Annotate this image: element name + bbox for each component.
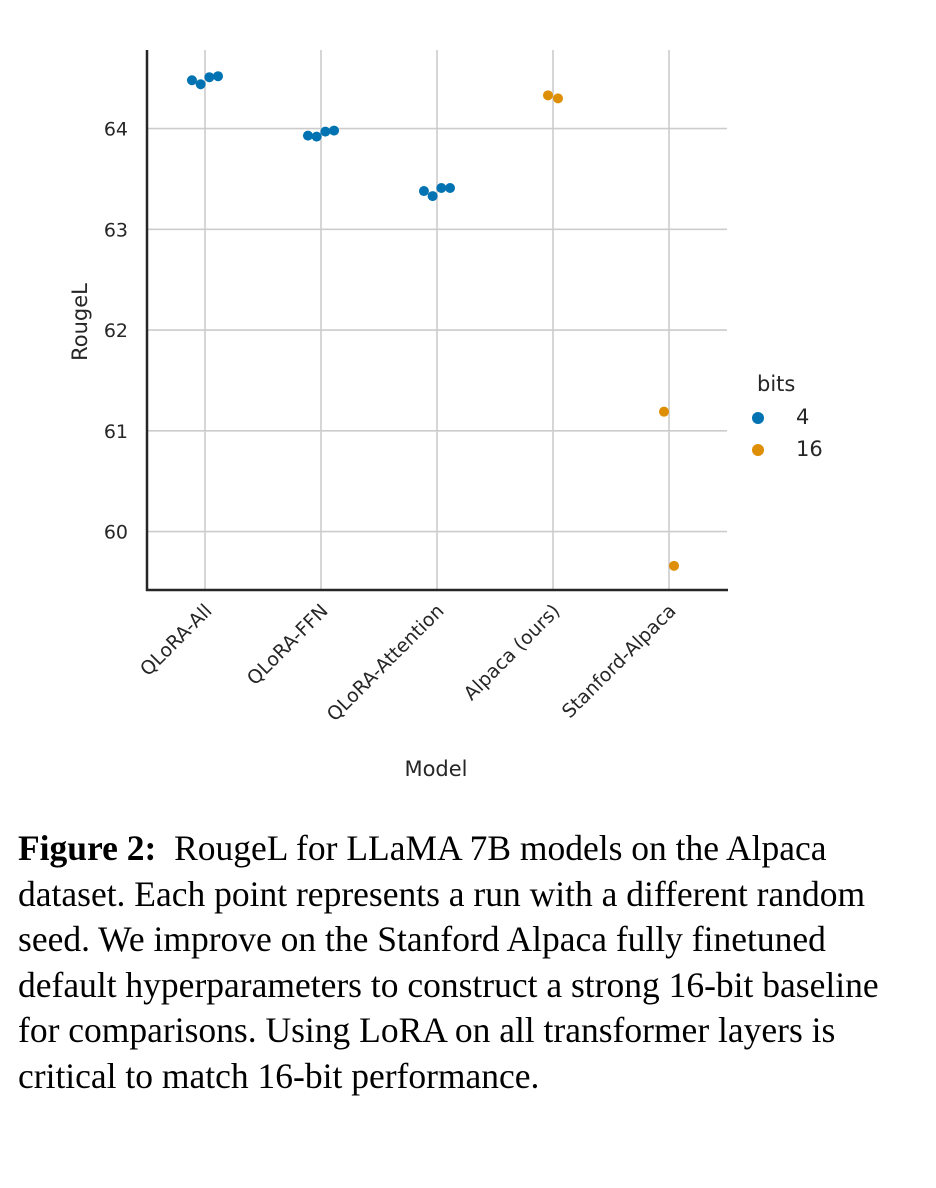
legend-marker xyxy=(752,412,764,424)
data-point xyxy=(320,126,331,137)
x-tick-label: QLoRA-Attention xyxy=(323,600,449,726)
y-tick-label: 63 xyxy=(104,219,128,241)
data-point xyxy=(553,93,563,104)
scatter-chart: 60 61 62 63 64 QLoRA-All QLoRA-FFNQLoRA-Atten… xyxy=(68,50,823,781)
y-axis-label: RougeL xyxy=(68,283,92,361)
data-point xyxy=(213,71,224,82)
legend-marker xyxy=(752,444,764,456)
data-point xyxy=(329,125,340,136)
y-tick-label: 61 xyxy=(104,421,128,443)
x-axis-label: Model xyxy=(404,757,467,781)
legend-label: 4 xyxy=(796,405,809,429)
data-points xyxy=(186,71,679,571)
data-point xyxy=(445,183,456,194)
x-tick-label: Alpaca (ours) xyxy=(460,600,565,705)
legend: bits 4 16 xyxy=(752,372,823,461)
data-point xyxy=(418,186,429,197)
y-tick-label: 62 xyxy=(104,320,128,342)
legend-title: bits xyxy=(757,372,795,396)
x-tick-label: Stanford-Alpaca xyxy=(558,600,681,723)
data-point xyxy=(186,75,197,86)
data-point xyxy=(195,79,206,90)
figure-caption: Figure 2: RougeL for LLaMA 7B models on … xyxy=(18,826,898,1099)
data-point xyxy=(204,72,215,83)
x-tick-label: QLoRA-All xyxy=(136,600,216,680)
x-tick-label: QLoRA-FFN xyxy=(243,600,333,690)
caption-label: Figure 2: xyxy=(18,828,157,868)
data-point xyxy=(669,560,679,571)
legend-label: 16 xyxy=(796,437,823,461)
data-point xyxy=(311,131,322,142)
caption-text: RougeL for LLaMA 7B models on the Alpaca… xyxy=(18,828,879,1096)
y-tick-labels: 60 61 62 63 64 xyxy=(104,119,128,544)
data-point xyxy=(659,406,669,417)
grid xyxy=(147,50,727,590)
data-point xyxy=(302,130,313,141)
data-point xyxy=(543,90,553,101)
y-tick-label: 60 xyxy=(104,522,128,544)
data-point xyxy=(436,183,447,194)
data-point xyxy=(427,191,438,202)
y-tick-label: 64 xyxy=(104,119,128,141)
